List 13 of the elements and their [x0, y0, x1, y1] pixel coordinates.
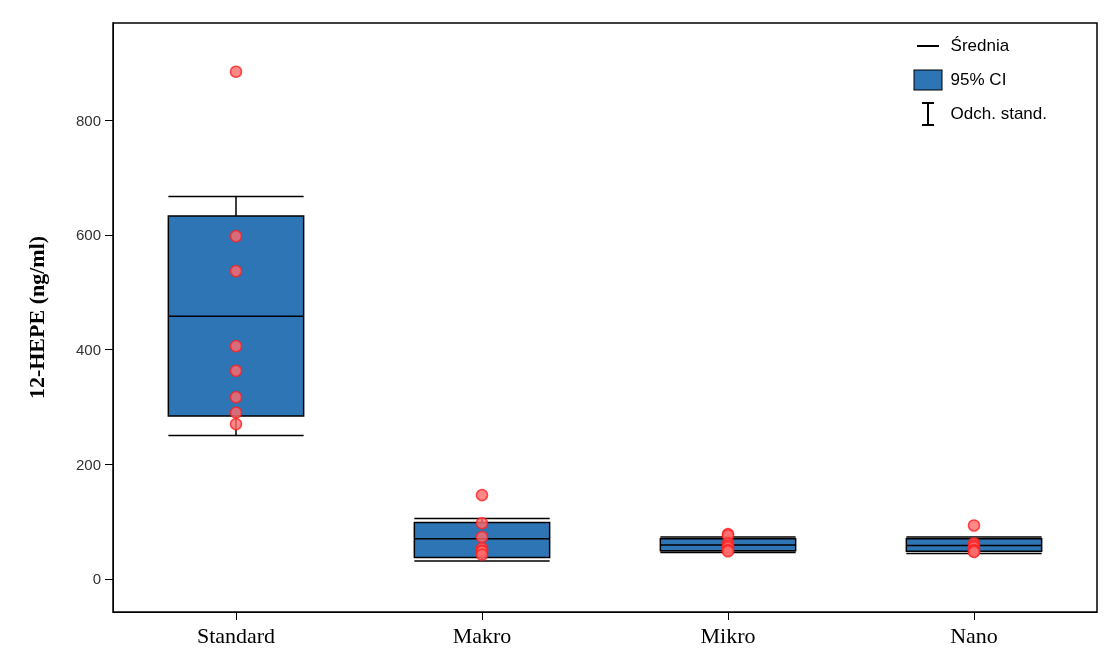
y-tick-label: 200	[75, 455, 101, 473]
y-tick-label: 600	[75, 226, 101, 244]
x-tick-label: Makro	[452, 622, 512, 648]
y-tick-label: 800	[75, 111, 101, 129]
y-tick-label: 0	[92, 570, 101, 588]
annotation: 95% CI	[950, 70, 1007, 90]
x-tick-label: Standard	[196, 622, 276, 648]
annotation: Odch. stand.	[950, 104, 1047, 124]
annotation: Średnia	[950, 36, 1010, 56]
y-axis-title: 12-HEPE (ng/ml)	[23, 235, 49, 400]
y-tick-label: 400	[75, 341, 101, 359]
x-tick-label: Mikro	[700, 622, 756, 648]
x-tick-label: Nano	[950, 622, 998, 648]
